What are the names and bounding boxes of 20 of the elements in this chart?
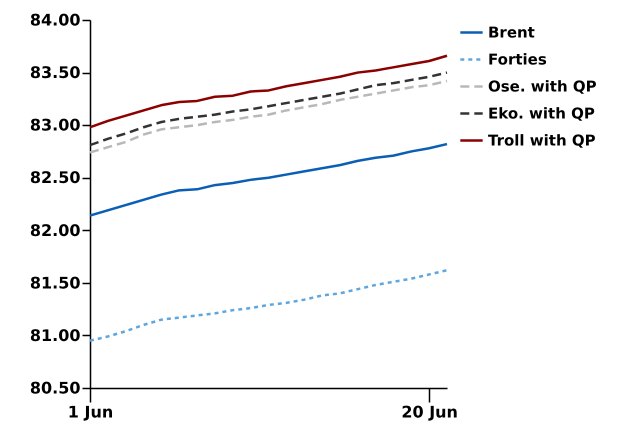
y-tick-label: 80.50: [30, 378, 80, 398]
y-tick-label: 84.00: [30, 10, 80, 30]
x-tick-label: 20 Jun: [401, 402, 458, 422]
y-tick-label: 81.50: [30, 273, 80, 292]
y-tick-label: 81.00: [30, 326, 80, 345]
line-series: [88, 268, 448, 342]
legend-label: Brent: [488, 24, 535, 42]
line-series: [88, 142, 448, 217]
legend-label: Forties: [488, 50, 547, 68]
x-tick-label: 1 Jun: [68, 402, 114, 422]
y-tick-label: 82.00: [30, 220, 80, 240]
line-series: [88, 71, 448, 146]
y-tick-label: 83.00: [30, 116, 80, 135]
line-series: [88, 54, 448, 128]
line-series: [88, 80, 448, 154]
legend-label: Ose. with QP: [488, 78, 597, 96]
legend-label: Troll with QP: [488, 132, 596, 150]
y-tick-label: 82.50: [30, 168, 80, 188]
legend-label: Eko. with QP: [488, 104, 595, 122]
y-tick-label: 83.50: [30, 63, 80, 82]
